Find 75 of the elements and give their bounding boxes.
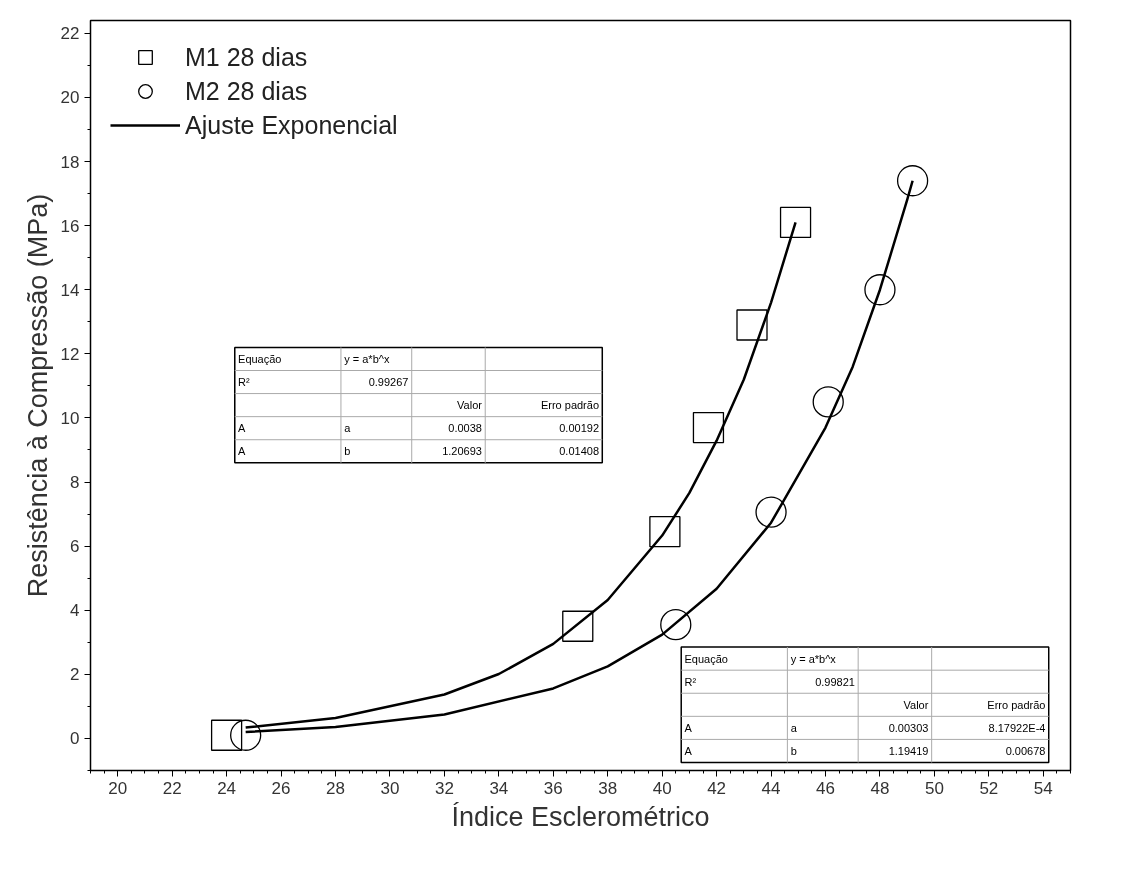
y-tick-label: 20 [60,88,80,108]
point [864,274,896,306]
y-tick-label: 16 [60,216,80,236]
x-tick-label: 30 [380,778,400,798]
x-tick-label: 32 [434,778,454,798]
y-axis-title: Resistência à Compressão (MPa) [22,193,53,598]
point [692,411,725,444]
annotation: A [238,422,247,435]
x-tick-label: 26 [271,778,291,798]
annotation: Erro padrão [540,399,600,412]
annotation: Valor [903,698,929,711]
x-tick-label: 22 [162,778,182,798]
x-tick-label: 52 [979,778,999,798]
x-tick-label: 38 [598,778,618,798]
point [779,206,812,239]
annotation: 0.99821 [815,675,855,688]
annotation: y = a*b^x [790,652,837,665]
y-tick-label: 8 [70,473,80,493]
annotation: A [684,721,693,734]
y-tick-label: 0 [70,729,80,749]
x-tick-label: 36 [543,778,563,798]
annotation: a [790,721,798,734]
y-tick-label: 6 [70,537,80,557]
annotation: 0.00303 [888,721,929,734]
y-tick-label: 12 [60,344,80,364]
y-tick-label: 22 [60,24,80,44]
point [230,719,262,751]
annotation: R² [238,376,250,389]
annotation: 0.01408 [559,445,600,458]
point [736,309,768,341]
x-tick-label: 34 [489,778,509,798]
point [896,165,929,197]
legend-label: Ajuste Exponencial [185,110,398,140]
annotation: 0.00192 [559,422,600,435]
x-tick-label: 46 [816,778,835,798]
annotation: Erro padrão [987,698,1046,711]
annotation: 0.00678 [1005,744,1046,757]
y-tick-label: 14 [60,280,80,300]
x-tick-label: 20 [108,778,128,798]
annotation: Equação [684,652,728,665]
annotation: 8.17922E-4 [988,721,1046,734]
point [210,719,243,751]
y-tick-label: 4 [70,601,80,621]
x-tick-label: 28 [326,778,345,798]
x-tick-label: 50 [924,778,944,798]
annotation: 1.19419 [888,744,929,757]
y-tick-label: 18 [60,152,80,172]
x-tick-label: 44 [761,778,781,798]
annotation: y = a*b^x [344,352,390,365]
annotation: 0.99267 [368,376,409,389]
point [812,386,844,418]
annotation: A [684,744,693,757]
y-tick-label: 2 [70,665,80,685]
x-tick-label: 54 [1033,778,1053,798]
annotation: 1.20693 [442,445,482,458]
legend-label: M2 28 dias [185,76,308,106]
point [649,516,681,548]
annotation: b [344,445,351,458]
y-tick-label: 10 [60,408,80,428]
point [755,496,787,528]
legend-label: M1 28 dias [185,42,308,72]
annotation: a [344,422,352,435]
x-tick-label: 48 [870,778,890,798]
x-tick-label: 42 [707,778,727,798]
x-tick-label: 40 [652,778,672,798]
annotation: Valor [457,399,483,412]
annotation: b [790,744,797,757]
x-axis-title: Índice Esclerométrico [451,801,710,832]
annotation: R² [684,675,697,688]
x-tick-label: 24 [217,778,237,798]
annotation: A [238,445,247,458]
point [562,610,594,642]
annotation: Equação [238,352,282,365]
point [660,609,692,641]
annotation: 0.0038 [448,422,482,435]
